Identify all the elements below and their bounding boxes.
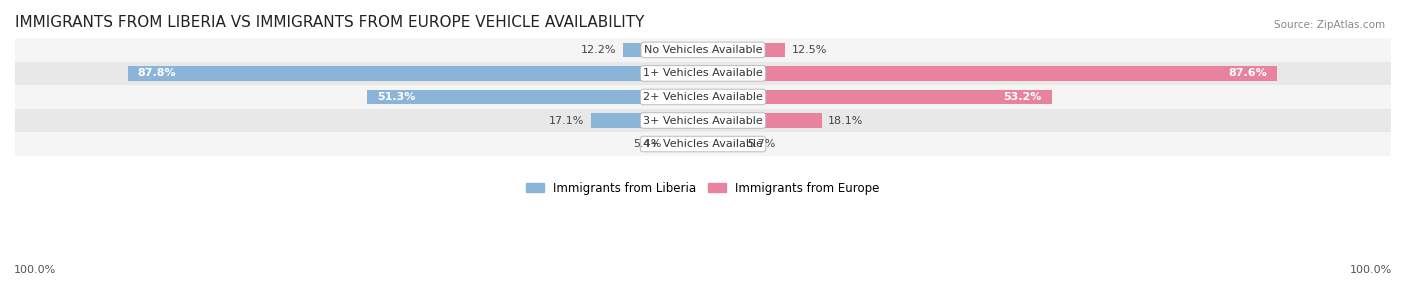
Bar <box>15 38 1391 62</box>
Text: 18.1%: 18.1% <box>828 116 863 126</box>
Text: 87.8%: 87.8% <box>138 68 176 78</box>
Bar <box>703 137 741 151</box>
Text: No Vehicles Available: No Vehicles Available <box>644 45 762 55</box>
Text: 4+ Vehicles Available: 4+ Vehicles Available <box>643 139 763 149</box>
Text: 87.6%: 87.6% <box>1229 68 1267 78</box>
Bar <box>668 137 703 151</box>
Bar <box>15 109 1391 132</box>
Text: 100.0%: 100.0% <box>1350 265 1392 275</box>
Bar <box>703 113 821 128</box>
Text: IMMIGRANTS FROM LIBERIA VS IMMIGRANTS FROM EUROPE VEHICLE AVAILABILITY: IMMIGRANTS FROM LIBERIA VS IMMIGRANTS FR… <box>15 15 644 30</box>
Text: Source: ZipAtlas.com: Source: ZipAtlas.com <box>1274 20 1385 30</box>
Bar <box>623 43 703 57</box>
Text: 51.3%: 51.3% <box>377 92 415 102</box>
Bar <box>703 90 1052 104</box>
Bar <box>703 66 1277 81</box>
Text: 1+ Vehicles Available: 1+ Vehicles Available <box>643 68 763 78</box>
Bar <box>591 113 703 128</box>
Text: 100.0%: 100.0% <box>14 265 56 275</box>
Text: 3+ Vehicles Available: 3+ Vehicles Available <box>643 116 763 126</box>
Text: 2+ Vehicles Available: 2+ Vehicles Available <box>643 92 763 102</box>
Bar <box>15 132 1391 156</box>
Bar <box>703 43 785 57</box>
Legend: Immigrants from Liberia, Immigrants from Europe: Immigrants from Liberia, Immigrants from… <box>522 177 884 199</box>
Bar <box>128 66 703 81</box>
Text: 12.5%: 12.5% <box>792 45 827 55</box>
Text: 12.2%: 12.2% <box>581 45 616 55</box>
Bar <box>15 62 1391 85</box>
Text: 5.4%: 5.4% <box>633 139 661 149</box>
Text: 17.1%: 17.1% <box>548 116 585 126</box>
Bar <box>15 85 1391 109</box>
Bar <box>367 90 703 104</box>
Text: 5.7%: 5.7% <box>747 139 775 149</box>
Text: 53.2%: 53.2% <box>1004 92 1042 102</box>
